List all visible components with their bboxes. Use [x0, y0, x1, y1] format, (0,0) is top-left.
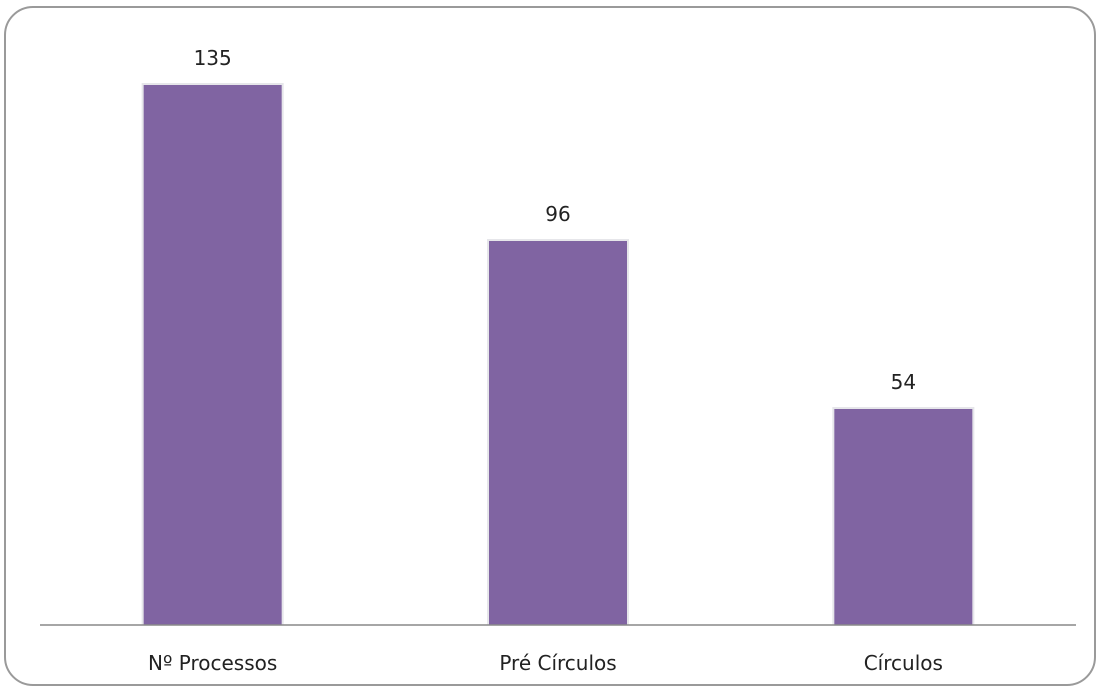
bars-layer: [141, 83, 975, 625]
data-label: 96: [545, 202, 570, 226]
bar: [143, 85, 282, 625]
bar: [834, 409, 973, 625]
x-tick-label: Círculos: [864, 651, 943, 675]
x-tick-label: Pré Círculos: [499, 651, 616, 675]
x-tick-label: Nº Processos: [148, 651, 277, 675]
bar: [489, 241, 627, 625]
data-label: 54: [891, 370, 916, 394]
labels-layer: 135 Nº Processos 96 Pré Círculos 54 Círculos: [148, 46, 943, 675]
data-label: 135: [194, 46, 232, 70]
